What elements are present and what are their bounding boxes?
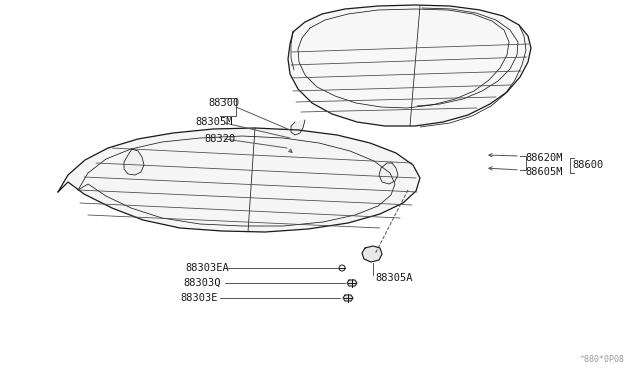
Polygon shape: [288, 5, 531, 126]
Text: 88305A: 88305A: [375, 273, 413, 283]
Polygon shape: [291, 120, 305, 135]
Text: 88605M: 88605M: [525, 167, 563, 177]
Text: 88305M: 88305M: [195, 117, 232, 127]
Polygon shape: [362, 246, 382, 262]
Polygon shape: [347, 280, 357, 286]
Text: 88300: 88300: [208, 98, 239, 108]
Text: 88303E: 88303E: [180, 293, 218, 303]
Polygon shape: [58, 128, 420, 232]
Text: ^880*0P08: ^880*0P08: [580, 356, 625, 365]
Text: 88303Q: 88303Q: [183, 278, 221, 288]
Polygon shape: [343, 295, 353, 301]
Polygon shape: [124, 149, 144, 175]
Text: 88320: 88320: [204, 134, 236, 144]
Polygon shape: [379, 163, 398, 184]
Text: 88303EA: 88303EA: [185, 263, 228, 273]
Text: 88600: 88600: [572, 160, 604, 170]
Text: 88620M: 88620M: [525, 153, 563, 163]
